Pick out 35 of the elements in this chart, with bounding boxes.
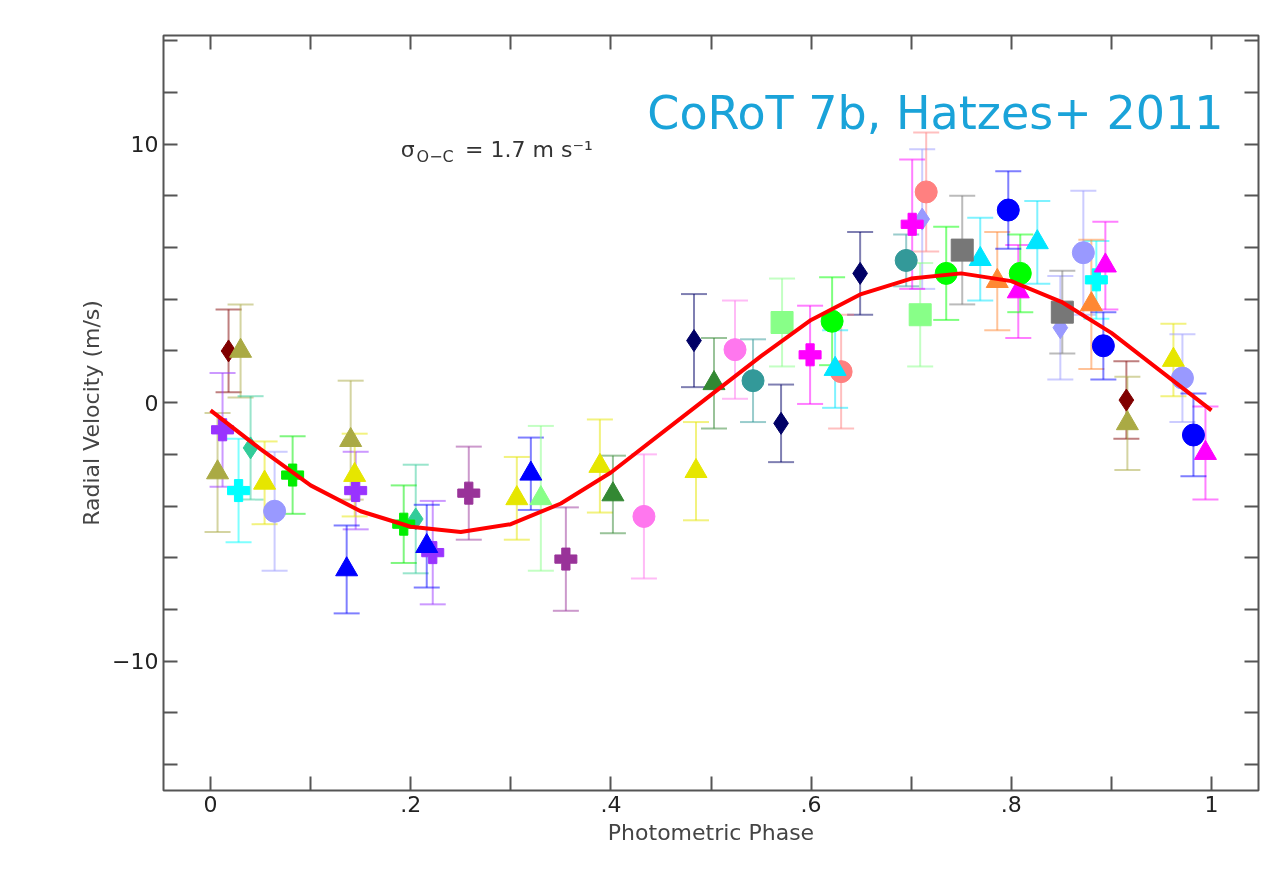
x-tick-label: .4 bbox=[600, 791, 622, 817]
x-tick-label: .8 bbox=[1000, 791, 1022, 817]
point bbox=[1071, 241, 1095, 265]
point bbox=[1084, 268, 1108, 292]
point bbox=[344, 479, 368, 503]
point bbox=[1008, 261, 1032, 285]
x-tick-label: .6 bbox=[800, 791, 822, 817]
x-axis-title: Photometric Phase bbox=[607, 819, 815, 845]
point bbox=[894, 248, 918, 272]
point bbox=[908, 303, 932, 327]
annotation: CoRoT 7b, Hatzes+ 2011 bbox=[647, 86, 1224, 141]
point bbox=[1181, 423, 1205, 447]
x-tick-label: .2 bbox=[400, 791, 422, 817]
point bbox=[741, 369, 765, 393]
point bbox=[457, 481, 481, 505]
point bbox=[798, 343, 822, 367]
point bbox=[950, 238, 974, 262]
point bbox=[632, 504, 656, 528]
y-tick-label: 10 bbox=[130, 132, 159, 158]
point bbox=[914, 180, 938, 204]
point bbox=[263, 499, 287, 523]
point bbox=[770, 311, 794, 334]
x-tick-label: 0 bbox=[203, 791, 218, 817]
point bbox=[900, 212, 924, 236]
y-tick-label: −10 bbox=[112, 649, 159, 675]
y-axis-title: Radial Velocity (m/s) bbox=[79, 300, 105, 526]
y-tick-label: 0 bbox=[144, 390, 159, 416]
point bbox=[227, 479, 251, 503]
point bbox=[723, 338, 747, 362]
point bbox=[554, 547, 578, 571]
point bbox=[1091, 334, 1115, 358]
point bbox=[996, 198, 1020, 222]
point bbox=[820, 309, 844, 333]
point bbox=[1118, 388, 1135, 412]
x-tick-label: 1 bbox=[1204, 791, 1219, 817]
